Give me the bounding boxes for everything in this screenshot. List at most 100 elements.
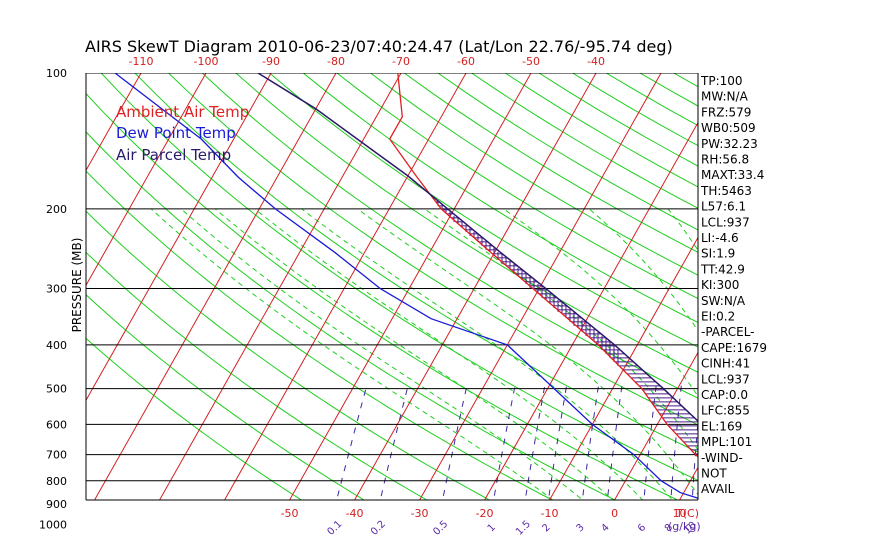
mixing-ratio-line (442, 384, 468, 500)
dry-adiabat (808, 73, 870, 534)
dry-adiabat (269, 73, 698, 348)
dry-adiabat (86, 92, 679, 500)
ambient-temp-line (388, 73, 698, 458)
bottom-temp-tick-label: -10 (541, 507, 559, 520)
dry-adiabat (336, 73, 698, 300)
dry-adiabat (741, 73, 870, 534)
index-line: TP:100 (700, 74, 743, 88)
dry-adiabat (775, 73, 870, 534)
index-line: CAP:0.0 (701, 388, 748, 402)
top-temp-tick-label: -80 (327, 55, 345, 68)
bottom-temp-tick-label: -50 (281, 507, 299, 520)
moist-adiabat (180, 208, 584, 500)
y-axis-label: PRESSURE (MB) (70, 238, 84, 333)
moist-adiabat (150, 208, 554, 500)
index-line: TT:42.9 (700, 262, 745, 276)
pressure-tick-label: 100 (46, 67, 67, 80)
bottom-temp-tick-label: -20 (476, 507, 494, 520)
top-temp-tick-label: -100 (194, 55, 219, 68)
pressure-tick-label: 900 (46, 498, 67, 511)
pressure-tick-label: 300 (46, 282, 67, 295)
isotherm (354, 73, 597, 500)
dry-adiabat (100, 73, 698, 482)
isotherm (549, 236, 698, 500)
legend-dewpoint: Dew Point Temp (116, 124, 236, 142)
dry-adiabat (370, 73, 698, 276)
sounding-lines (114, 73, 698, 499)
isotherm (855, 73, 870, 534)
index-line: SI:1.9 (701, 247, 735, 261)
dry-adiabat (504, 73, 698, 188)
isotherm (419, 73, 662, 500)
index-line: TH:5463 (700, 184, 752, 198)
isotherm (0, 73, 11, 534)
mixing-ratio-label: 6 (636, 522, 648, 534)
mixing-ratio-line (785, 385, 788, 534)
isotherm (159, 73, 402, 500)
index-line: CINH:41 (701, 357, 750, 371)
moist-adiabat (301, 208, 674, 500)
mixing-ratio-label: 0.2 (369, 519, 388, 538)
index-line: RH:56.8 (701, 153, 749, 167)
isotherm (614, 351, 698, 500)
parcel-temp-line (257, 73, 698, 423)
moist-adiabat (214, 208, 614, 500)
mixing-ratio-line (379, 384, 409, 500)
dry-adiabat (134, 73, 698, 453)
dry-adiabat (86, 294, 366, 500)
isotherm (0, 73, 76, 534)
dry-adiabat (201, 73, 698, 399)
moist-adiabat (732, 209, 855, 534)
mixing-ratio-line (835, 385, 837, 534)
pressure-tick-label: 600 (46, 418, 67, 431)
pressure-tick-label: 800 (46, 475, 67, 488)
dry-adiabat (168, 73, 698, 426)
mixing-ratio-line (805, 385, 807, 534)
index-line: LCL:937 (701, 372, 750, 386)
mixing-ratio-line (761, 385, 766, 534)
moist-adiabat (785, 209, 870, 534)
dry-adiabat (86, 337, 303, 500)
index-line: -PARCEL- (701, 325, 755, 339)
index-line: FRZ:579 (701, 105, 751, 119)
mixing-ratio-line (336, 384, 368, 500)
dry-adiabat (86, 210, 491, 500)
isotherm (289, 73, 532, 500)
index-line: NOT (701, 467, 727, 481)
mixing-ratio-label: 2 (540, 522, 552, 534)
index-line: MAXT:33.4 (701, 168, 764, 182)
index-line: KI:300 (701, 278, 739, 292)
index-line: L57:6.1 (701, 200, 746, 214)
isotherm (790, 73, 870, 534)
index-line: LFC:855 (701, 404, 750, 418)
index-line: -WIND- (701, 451, 743, 465)
moist-adiabat (424, 208, 698, 451)
isotherm (94, 73, 337, 500)
top-temp-tick-label: -60 (457, 55, 475, 68)
isotherm (484, 121, 698, 500)
axes (85, 73, 699, 501)
mixing-ratio-label: 3 (574, 522, 586, 534)
top-temp-tick-label: -50 (522, 55, 540, 68)
pressure-tick-label: 200 (46, 203, 67, 216)
index-line: LCL:937 (701, 215, 750, 229)
dry-adiabat (302, 73, 698, 324)
index-line: AVAIL (701, 482, 735, 496)
index-line: PW:32.23 (701, 137, 758, 151)
mixing-ratio-label: 1 (486, 522, 498, 534)
index-line: EL:169 (701, 419, 742, 433)
bottom-temp-tick-label: 0 (611, 507, 618, 520)
dry-adiabat (86, 131, 617, 500)
mixing-ratio-label: 4 (599, 522, 611, 534)
isotherm (224, 73, 467, 500)
top-temp-tick-label: -40 (587, 55, 605, 68)
legend-parcel: Air Parcel Temp (116, 146, 231, 164)
dry-adiabat (842, 73, 870, 534)
dewpoint-temp-line (114, 73, 698, 499)
mixing-ratio-label: 0.1 (325, 519, 344, 538)
dry-adiabat (86, 251, 428, 500)
index-line: LI:-4.6 (701, 231, 739, 245)
moist-adiabat (357, 208, 698, 496)
